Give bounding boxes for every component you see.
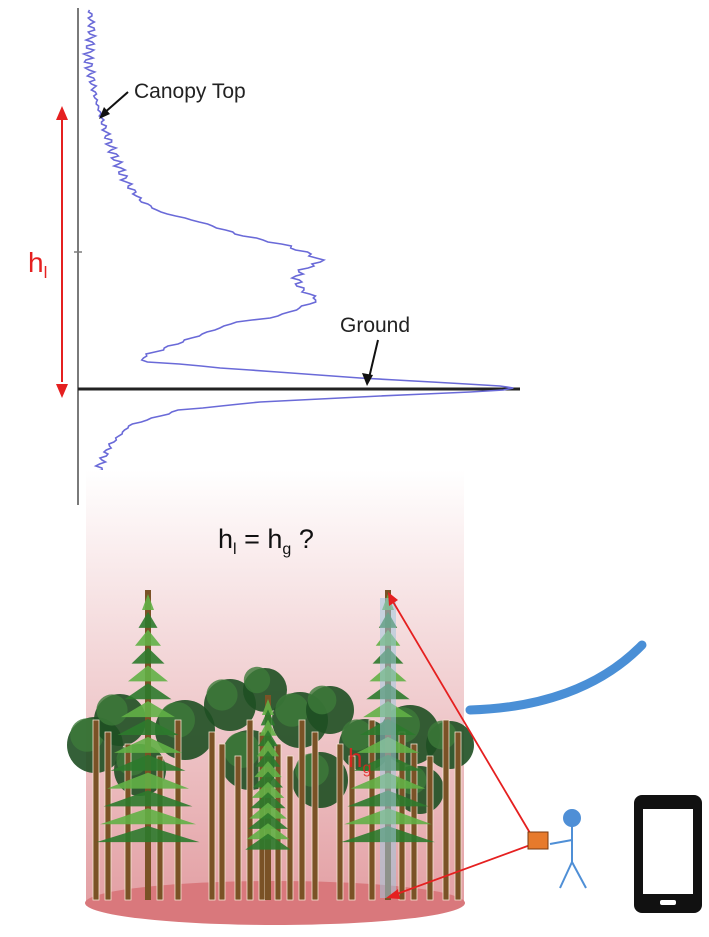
tree-canopy bbox=[206, 679, 238, 711]
conifer-branch bbox=[100, 808, 196, 825]
tree-canopy bbox=[275, 693, 309, 727]
conifer-branch bbox=[117, 719, 179, 735]
tree-trunk bbox=[234, 755, 242, 901]
tree-trunk bbox=[368, 719, 376, 901]
measurement-lines bbox=[386, 592, 534, 899]
measured-tree-highlight bbox=[380, 598, 396, 898]
signal-arc bbox=[465, 640, 647, 715]
tree-canopy bbox=[96, 694, 128, 726]
conifer-branch bbox=[142, 594, 154, 610]
tree-trunk bbox=[174, 719, 182, 901]
conifer-branch bbox=[128, 665, 168, 682]
conifer-branch bbox=[256, 740, 280, 757]
conifer-branch bbox=[260, 709, 276, 726]
conifer-branch bbox=[259, 719, 277, 736]
tree-trunk bbox=[336, 743, 344, 901]
hypsometer-icon bbox=[527, 831, 549, 850]
conifer-branch bbox=[114, 736, 182, 753]
canopy-top-label: Canopy Top bbox=[134, 80, 246, 103]
conifer-branch bbox=[254, 761, 282, 778]
conifer-branch bbox=[124, 683, 172, 700]
lidar-waveform-panel: hl Canopy Top Ground bbox=[28, 8, 520, 505]
tree-trunk bbox=[311, 731, 319, 901]
conifer-branch bbox=[249, 802, 287, 819]
tree-trunk bbox=[426, 755, 434, 901]
conifer-branch bbox=[247, 812, 289, 829]
lidar-height-label: hl bbox=[28, 247, 47, 282]
conifer-branch bbox=[246, 823, 290, 840]
conifer-branch bbox=[255, 750, 281, 767]
smartphone-icon bbox=[634, 795, 702, 913]
tree-trunk bbox=[298, 719, 306, 901]
conifer-branch bbox=[253, 771, 283, 788]
tree-canopy bbox=[243, 666, 271, 694]
tree-trunk bbox=[442, 719, 450, 901]
tree-trunk bbox=[286, 755, 294, 901]
tree-trunk bbox=[348, 755, 356, 901]
ground-pointer bbox=[362, 339, 379, 386]
tree-trunk bbox=[92, 719, 100, 901]
conifer-branch bbox=[135, 629, 161, 646]
conifer-branch bbox=[131, 647, 165, 664]
tree-trunk bbox=[218, 743, 226, 901]
forest-plot: hl = hg ? hg bbox=[67, 470, 474, 925]
conifer-branch bbox=[103, 790, 193, 807]
conifer-branch bbox=[110, 754, 186, 771]
conifer-branch bbox=[107, 772, 189, 789]
lidar-waveform-curve bbox=[81, 9, 514, 505]
height-equation: hl = hg ? bbox=[218, 524, 314, 558]
tree-trunk bbox=[208, 731, 216, 901]
tree-trunk bbox=[454, 731, 462, 901]
tree-trunk bbox=[156, 755, 164, 901]
conifer-branch bbox=[245, 833, 291, 850]
ground-label: Ground bbox=[340, 314, 410, 337]
conifer-branch bbox=[258, 730, 278, 747]
conifer-branch bbox=[138, 611, 158, 628]
conifer-branch bbox=[250, 792, 286, 809]
conifer-branch bbox=[121, 701, 175, 718]
tree-canopy bbox=[427, 720, 457, 750]
ground-height-label: hg bbox=[348, 743, 371, 777]
lidar-height-arrow bbox=[56, 106, 68, 398]
conifer-branch bbox=[96, 826, 200, 843]
tree-trunk bbox=[104, 731, 112, 901]
conifer-branch bbox=[262, 699, 274, 715]
tree-canopy bbox=[341, 719, 373, 751]
tree-trunk bbox=[246, 719, 254, 901]
tree-canopy bbox=[307, 685, 337, 715]
person-stick-figure-icon bbox=[549, 809, 587, 889]
conifer-branch bbox=[251, 781, 285, 798]
canopy-top-pointer bbox=[99, 91, 129, 119]
tree-canopy bbox=[224, 732, 260, 768]
